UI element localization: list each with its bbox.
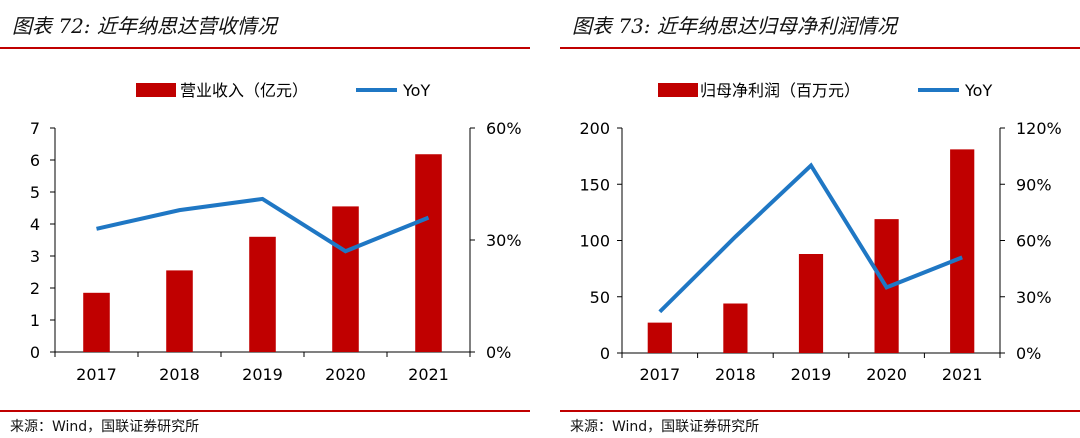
legend-label-bar: 归母净利润（百万元） [700,81,860,100]
chart-panel-net-profit: 图表 73: 近年纳思达归母净利润情况 归母净利润（百万元） YoY 0 50 100 1… [560,0,1080,438]
bar [166,270,193,352]
y-tick-label-left: 0 [30,343,40,362]
legend-swatch-bar [136,83,176,97]
bar [647,322,672,353]
source-note: 来源：Wind，国联证券研究所 [10,419,200,435]
x-tick-label: 2021 [942,365,983,384]
bar [249,236,276,352]
legend-label-bar: 营业收入（亿元） [180,81,308,100]
y-tick-label-left: 2 [30,279,40,298]
y-tick-label-right: 90% [1016,175,1052,194]
chart-title: 图表 73: 近年纳思达归母净利润情况 [572,14,897,38]
x-tick-label: 2017 [76,365,117,384]
y-tick-label-left: 3 [30,247,40,266]
title-rule [560,47,1080,49]
source-rule [560,410,1080,412]
y-tick-label-left: 4 [30,215,40,234]
y-tick-label-right: 60% [1016,232,1052,251]
x-tick-label: 2018 [159,365,200,384]
legend-label-line: YoY [964,81,992,100]
x-tick-label: 2019 [791,365,832,384]
legend-swatch-bar [658,83,698,97]
bar [723,303,748,353]
y-tick-label-right: 30% [486,231,522,250]
y-tick-label-left: 7 [30,119,40,138]
chart-panel-revenue: 图表 72: 近年纳思达营收情况 营业收入（亿元） YoY 0 1 2 3 4 5 6 7 0% 30… [0,0,530,438]
source-note: 来源：Wind，国联证券研究所 [570,419,760,435]
x-tick-label: 2021 [408,365,449,384]
title-rule [0,47,530,49]
x-tick-label: 2018 [715,365,756,384]
net-profit-chart: 归母净利润（百万元） YoY 0 50 100 150 200 0% 30% 60% 90% 120%… [579,81,1062,384]
x-tick-label: 2020 [325,365,366,384]
revenue-chart: 营业收入（亿元） YoY 0 1 2 3 4 5 6 7 0% 30% 60% 2017 2018 2019 2… [30,81,522,384]
x-tick-label: 2017 [639,365,680,384]
y-tick-label-left: 150 [579,175,610,194]
source-rule [0,410,530,412]
y-tick-label-right: 0% [1016,344,1041,363]
bar [415,154,442,352]
y-tick-label-left: 1 [30,311,40,330]
y-tick-label-right: 0% [486,343,511,362]
yoy-line [658,162,963,314]
y-tick-label-left: 200 [579,119,610,138]
y-tick-label-right: 30% [1016,288,1052,307]
legend-label-line: YoY [402,81,430,100]
y-tick-label-left: 0 [600,344,610,363]
y-tick-label-left: 6 [30,151,40,170]
y-tick-label-left: 5 [30,183,40,202]
chart-title: 图表 72: 近年纳思达营收情况 [12,14,277,38]
bar [83,292,110,352]
x-tick-label: 2019 [242,365,283,384]
x-tick-label: 2020 [866,365,907,384]
bar [798,254,824,353]
y-tick-label-left: 100 [579,232,610,251]
y-tick-label-left: 50 [590,288,610,307]
bar [332,206,359,352]
y-tick-label-right: 60% [486,119,522,138]
y-tick-label-right: 120% [1016,119,1062,138]
bar [950,149,975,353]
yoy-line [96,196,430,254]
